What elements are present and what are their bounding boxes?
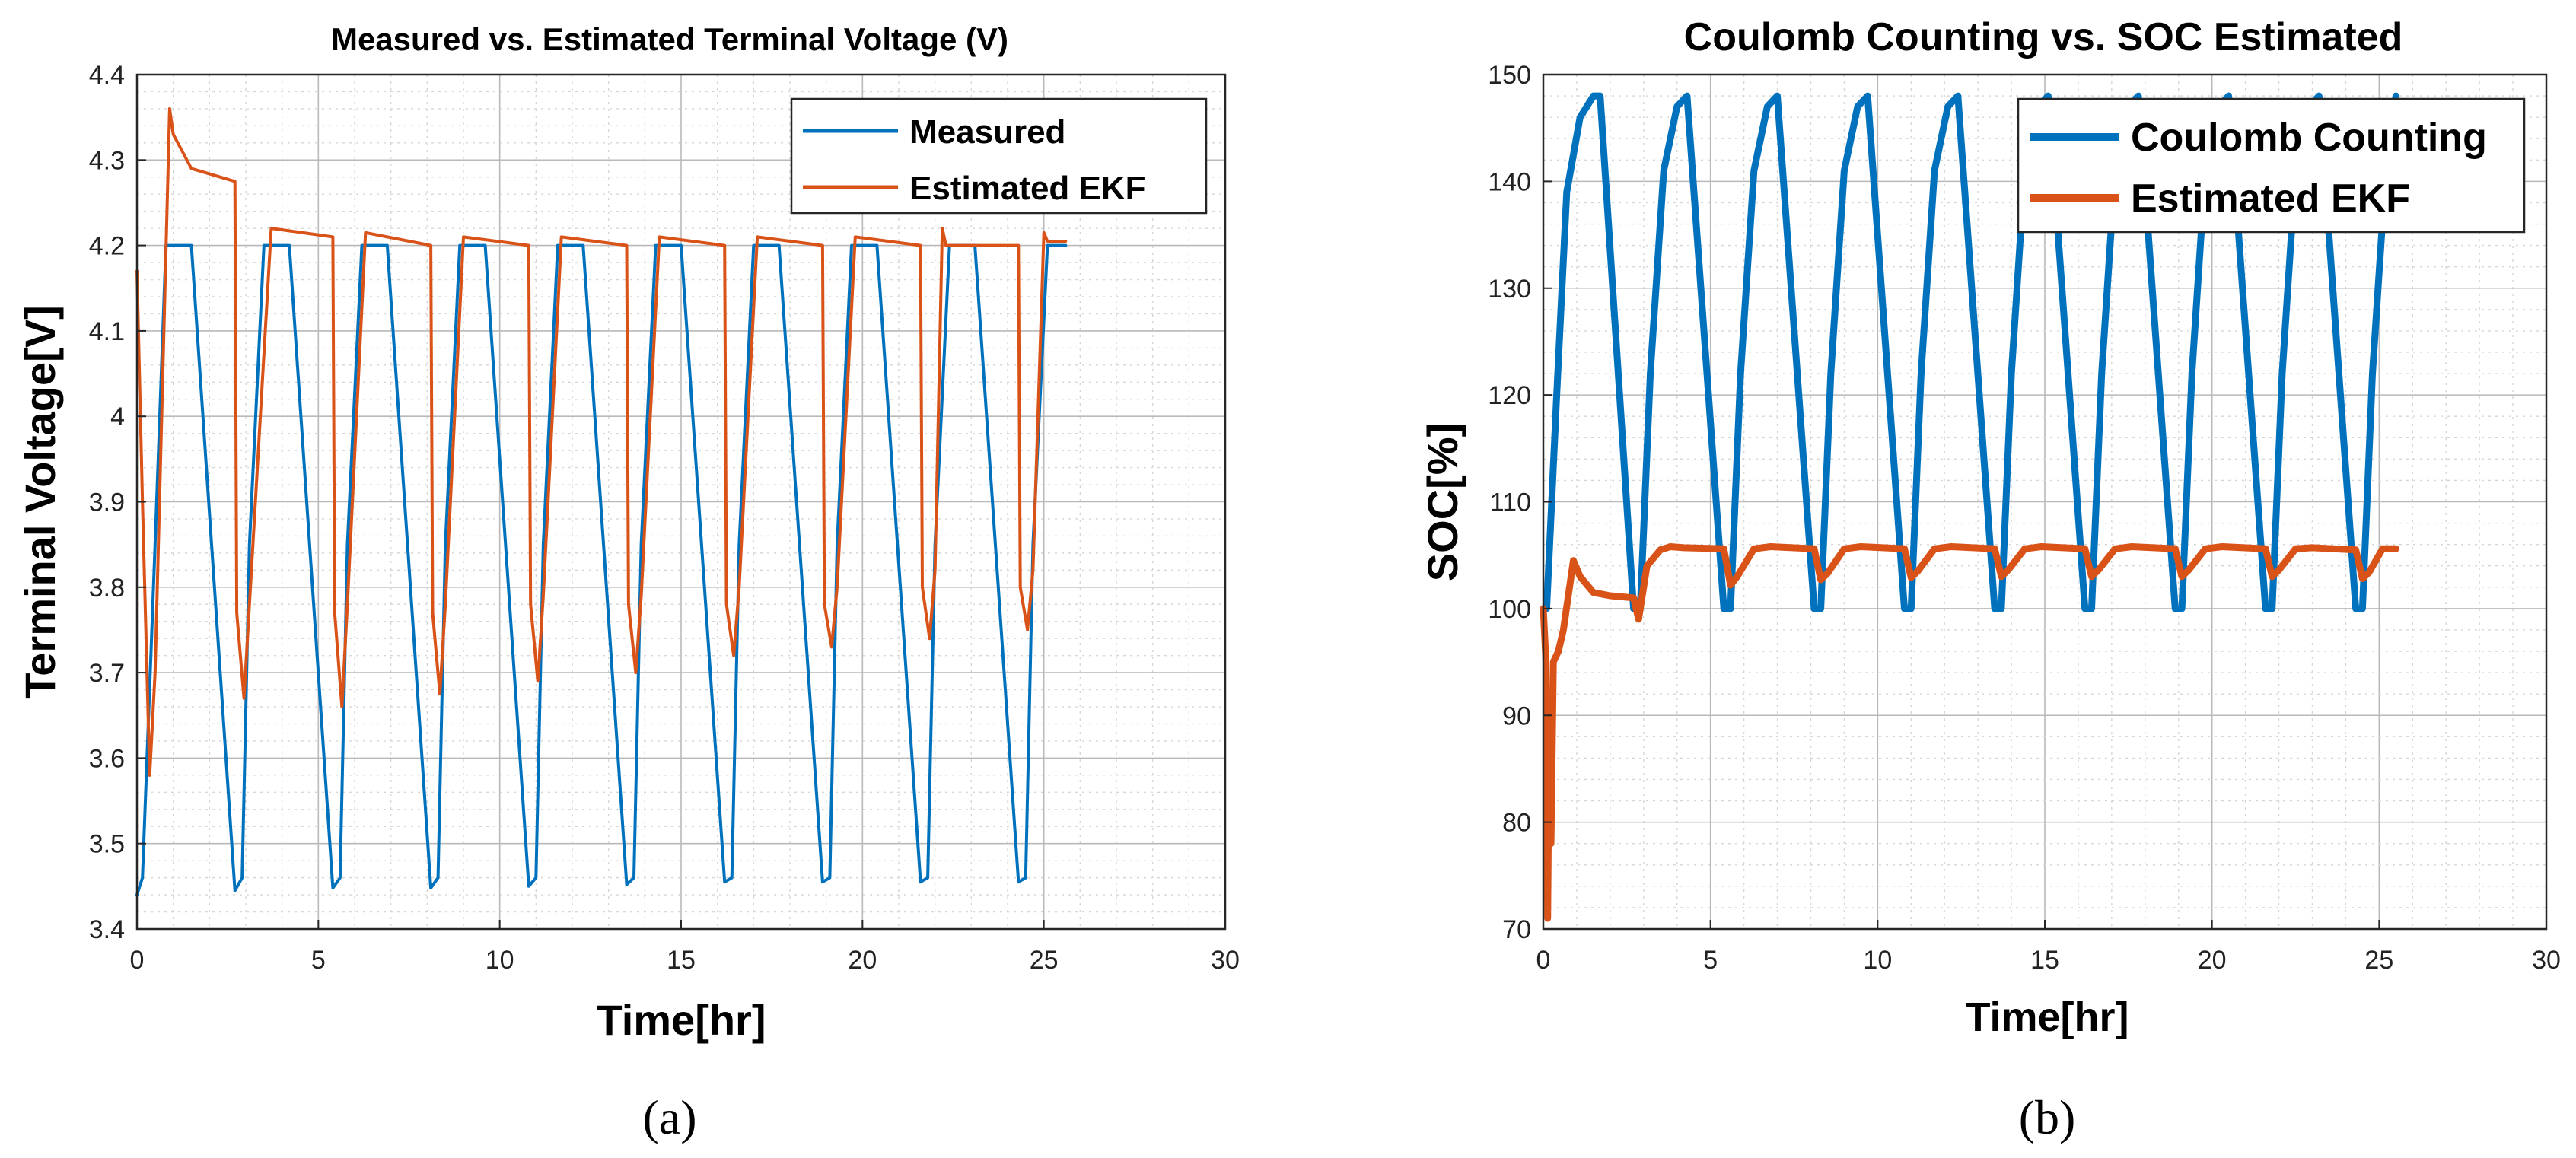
chart-b-ytick-label: 80 xyxy=(1502,809,1531,838)
chart-b-ytick-label: 110 xyxy=(1490,488,1531,517)
chart-b-series xyxy=(1540,92,2399,922)
chart-b-legend-box xyxy=(2017,97,2526,234)
chart-b-xtick-label: 30 xyxy=(2532,946,2561,975)
chart-a-ytick-label: 3.6 xyxy=(89,744,125,773)
chart-a-series-line-measured xyxy=(135,243,1068,897)
chart-b-ytick-label: 140 xyxy=(1488,167,1531,196)
chart-a-ytick-label: 4 xyxy=(110,402,125,431)
chart-a-ytick-label: 4.1 xyxy=(89,317,125,346)
chart-b-title: Coulomb Counting vs. SOC Estimated xyxy=(1684,15,2403,59)
chart-a-legend-label-measured: Measured xyxy=(909,113,1065,151)
chart-b-ytick-label: 120 xyxy=(1488,381,1531,410)
chart-a-ytick-label: 3.4 xyxy=(89,915,125,944)
chart-a-xtick-label: 0 xyxy=(130,946,145,975)
chart-b-series-line-coulomb-counting xyxy=(1540,92,2399,612)
chart-a-ticks: 0 5 10 15 20 25 30 3.4 3.5 3.6 3.7 3.8 3.9 4 4.1 4.2 4.3… xyxy=(89,61,1240,975)
panel-b-caption: (b) xyxy=(2019,1090,2076,1144)
chart-a-ytick-label: 3.7 xyxy=(89,659,125,688)
chart-a-ytick-label: 3.9 xyxy=(89,488,125,517)
chart-b-xtick-label: 25 xyxy=(2364,946,2393,975)
chart-a-xtick-label: 25 xyxy=(1030,946,1059,975)
chart-b-ticks: 0 5 10 15 20 25 30 70 80 90 100 110 120 130 140 150 xyxy=(1488,61,2561,975)
chart-a-xtick-label: 15 xyxy=(667,946,696,975)
chart-a-series xyxy=(135,107,1068,897)
chart-a-xtick-label: 5 xyxy=(311,946,326,975)
chart-b-xlabel: Time[hr] xyxy=(1965,994,2129,1040)
panel-a-caption: (a) xyxy=(642,1090,696,1144)
chart-b-xtick-label: 20 xyxy=(2198,946,2227,975)
chart-a-xtick-label: 10 xyxy=(486,946,514,975)
chart-a-xtick-label: 30 xyxy=(1211,946,1240,975)
chart-a-xtick-label: 20 xyxy=(848,946,877,975)
chart-b-ytick-label: 100 xyxy=(1488,595,1531,624)
chart-b-legend: Coulomb Counting Estimated EKF xyxy=(2017,97,2526,234)
chart-b-series-line-estimated-ekf xyxy=(1540,543,2399,922)
chart-panel-b: Coulomb Counting vs. SOC Estimated 0 5 10 1… xyxy=(1419,15,2561,1144)
chart-a-ytick-label: 3.8 xyxy=(89,574,125,603)
chart-b-xtick-label: 5 xyxy=(1703,946,1718,975)
chart-b-xtick-label: 10 xyxy=(1863,946,1892,975)
chart-b-legend-label-coulomb: Coulomb Counting xyxy=(2131,116,2487,160)
chart-a-legend-box xyxy=(790,97,1208,215)
chart-a-legend-label-estimated: Estimated EKF xyxy=(909,170,1146,207)
chart-a-legend: Measured Estimated EKF xyxy=(790,97,1208,215)
chart-a-ytick-label: 4.2 xyxy=(89,232,125,261)
chart-a-xlabel: Time[hr] xyxy=(597,996,766,1044)
chart-b-ytick-label: 90 xyxy=(1502,701,1531,730)
chart-a-series-line-estimated-ekf xyxy=(135,107,1068,777)
chart-b-legend-label-estimated: Estimated EKF xyxy=(2131,177,2410,221)
chart-b-ylabel: SOC[%] xyxy=(1419,423,1466,581)
chart-a-ylabel: Terminal Voltage[V] xyxy=(16,305,64,699)
chart-a-ytick-label: 4.4 xyxy=(89,61,125,90)
chart-a-ytick-label: 4.3 xyxy=(89,146,125,175)
chart-b-ytick-label: 130 xyxy=(1488,275,1531,304)
chart-b-ytick-label: 70 xyxy=(1502,915,1531,944)
chart-b-ytick-label: 150 xyxy=(1488,61,1531,90)
chart-b-xtick-label: 0 xyxy=(1536,946,1551,975)
chart-panel-a: Measured vs. Estimated Terminal Voltage … xyxy=(16,21,1240,1144)
chart-a-title: Measured vs. Estimated Terminal Voltage … xyxy=(331,21,1008,57)
chart-a-ytick-label: 3.5 xyxy=(89,830,125,859)
chart-b-xtick-label: 15 xyxy=(2030,946,2059,975)
